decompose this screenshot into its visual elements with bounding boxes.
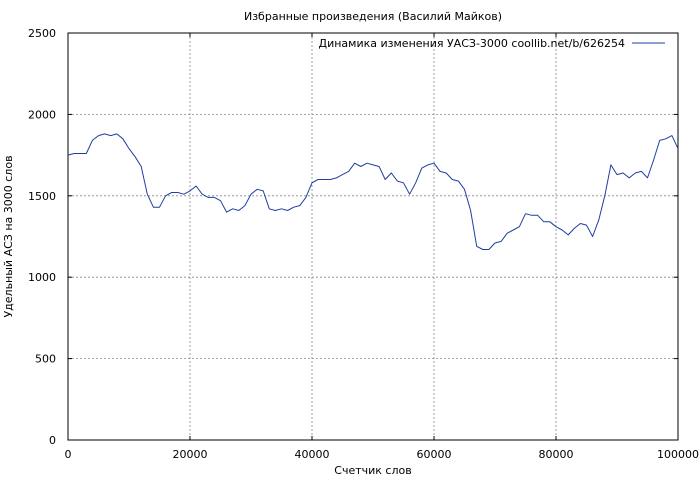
y-tick-label: 1000 bbox=[28, 271, 56, 284]
x-axis-label: Счетчик слов bbox=[334, 464, 411, 477]
x-tick-label: 20000 bbox=[173, 448, 208, 461]
series-line bbox=[67, 133, 679, 250]
grid bbox=[68, 33, 678, 440]
y-tick-label: 1500 bbox=[28, 190, 56, 203]
x-tick-label: 100000 bbox=[657, 448, 699, 461]
y-tick-label: 500 bbox=[35, 353, 56, 366]
legend-label: Динамика изменения УАСЗ-3000 coollib.net… bbox=[319, 37, 626, 50]
x-tick-label: 0 bbox=[65, 448, 72, 461]
x-tick-label: 60000 bbox=[417, 448, 452, 461]
plot-frame bbox=[67, 32, 679, 441]
y-tick-label: 0 bbox=[49, 434, 56, 447]
series-group bbox=[67, 133, 679, 250]
x-tick-label: 80000 bbox=[539, 448, 574, 461]
y-tick-label: 2500 bbox=[28, 27, 56, 40]
chart-title: Избранные произведения (Василий Майков) bbox=[244, 10, 502, 23]
x-tick-label: 40000 bbox=[295, 448, 330, 461]
legend: Динамика изменения УАСЗ-3000 coollib.net… bbox=[319, 37, 665, 50]
axis-ticks: 0 20000 40000 60000 80000 100000 0 500 1000 1500 2… bbox=[28, 27, 699, 461]
y-axis-label: Удельный АСЗ на 3000 слов bbox=[2, 155, 15, 317]
y-tick-label: 2000 bbox=[28, 108, 56, 121]
